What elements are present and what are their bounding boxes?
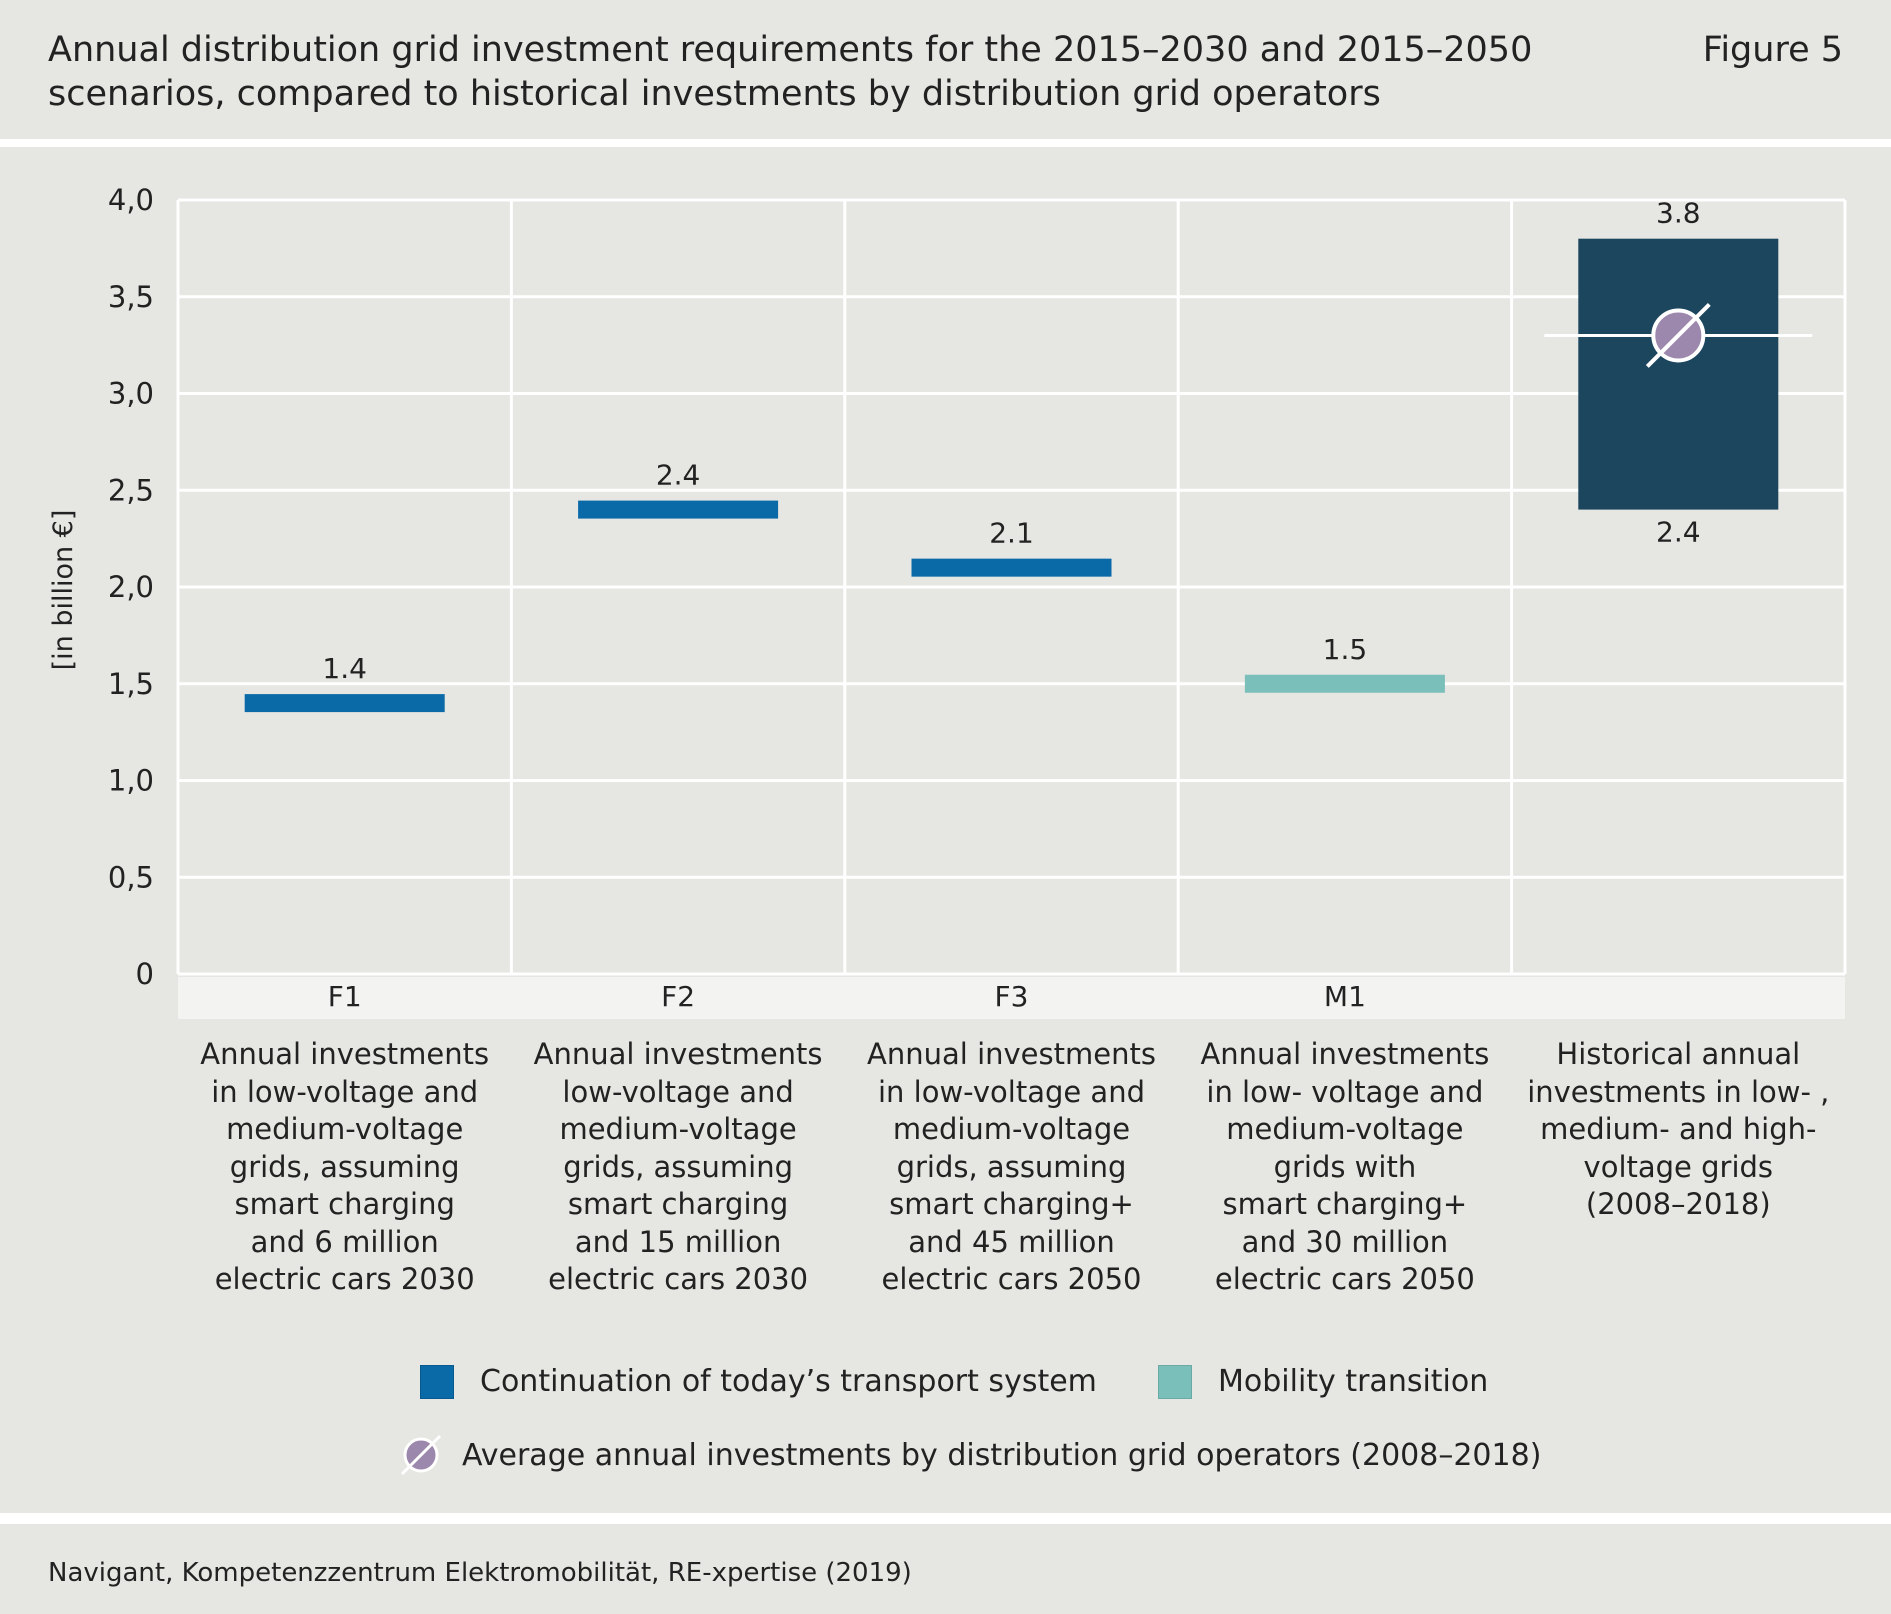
value-bar [1244,674,1445,693]
source-note: Navigant, Kompetenzzentrum Elektromobili… [48,1558,912,1588]
category-description-line: grids, assuming [896,1149,1127,1184]
category-description-line: and 45 million [908,1224,1115,1259]
category-description-line: smart charging+ [889,1187,1134,1221]
category-description-line: electric cars 2050 [1214,1262,1475,1296]
y-tick-label: 0,5 [108,860,154,894]
category-description-line: Annual investments [1200,1037,1490,1071]
legend-label-continuation: Continuation of today’s transport system [480,1364,1097,1399]
category-description-line: electric cars 2030 [548,1262,809,1296]
y-tick-label: 3,0 [108,377,154,411]
legend-swatch-continuation [420,1364,454,1399]
y-tick-label: 1,5 [108,667,154,701]
category-description-line: low-voltage and [562,1074,794,1109]
figure-label: Figure 5 [1702,30,1843,70]
category-description-line: grids, assuming [229,1149,460,1184]
y-tick-label: 2,0 [108,570,154,604]
legend-label-average: Average annual investments by distributi… [462,1437,1542,1473]
category-description-line: voltage grids [1583,1149,1774,1184]
average-marker-icon [400,1434,442,1476]
legend-item-continuation: Continuation of today’s transport system [420,1364,1097,1399]
x-axis-categories: F1 F2 F3 M1 [328,980,1366,1013]
category-description: Historical annual investments in low- , me… [1518,1036,1838,1224]
title-line-2: scenarios, compared to historical invest… [48,74,1381,114]
category-description-line: grids with [1273,1149,1417,1184]
chart-panel [0,147,1891,1513]
y-axis-label: [in billion €] [48,510,79,671]
value-bar [911,558,1112,577]
category-description-line: and 30 million [1241,1224,1449,1259]
y-tick-label: 2,5 [108,473,154,507]
category-description-line: in low- voltage and [1206,1074,1484,1109]
category-label: F1 [328,980,362,1013]
category-description-line: medium-voltage [226,1112,464,1146]
data-label: 1.4 [322,652,367,685]
category-description: Annual investments in low-voltage and medi… [852,1036,1172,1299]
historical-range-bar [1578,238,1779,510]
y-tick-label: 3,5 [108,280,154,314]
legend-item-mobility: Mobility transition [1158,1364,1488,1399]
category-description: Annual investments in low-voltage and medi… [185,1036,505,1299]
category-description-line: Annual investments [200,1037,490,1071]
chart-title: Annual distribution grid investment requ… [48,28,1548,116]
category-description-line: medium- and high- [1540,1112,1817,1146]
category-description-line: and 15 million [574,1224,782,1259]
category-description-line: in low-voltage and [878,1074,1145,1109]
category-description-line: Annual investments [533,1037,823,1071]
category-description-line: Annual investments [867,1037,1156,1071]
category-description-line: smart charging [234,1187,455,1221]
category-band [178,977,1845,1019]
category-description-line: and 6 million [250,1224,439,1259]
chart-svg: 0 0,5 1,0 1,5 2,0 2,5 3,0 3,5 4,0 [in billion €]… [48,183,1847,1019]
data-label: 2.4 [656,459,701,492]
category-label: F2 [661,980,695,1013]
category-label: M1 [1324,980,1366,1013]
title-line-1: Annual distribution grid investment requ… [48,30,1533,70]
legend-label-mobility: Mobility transition [1218,1364,1489,1399]
chart-marks: 1.4 2.4 2.1 1.5 3.8 2.4 [244,197,1813,713]
y-tick-label: 4,0 [108,183,154,217]
category-description-line: smart charging [567,1187,789,1221]
grid [176,198,1847,976]
y-tick-label: 0 [136,957,154,991]
category-description-line: medium-voltage [1226,1112,1464,1146]
header-panel: Annual distribution grid investment requ… [0,0,1891,139]
category-description-line: Historical annual [1556,1037,1801,1071]
category-description-line: electric cars 2050 [881,1262,1142,1296]
category-description-line: medium-voltage [892,1112,1131,1146]
category-description-line: (2008–2018) [1585,1187,1771,1221]
data-label-low: 2.4 [1656,516,1701,549]
category-description: Annual investments in low- voltage and med… [1185,1036,1505,1299]
data-label-high: 3.8 [1656,197,1701,230]
value-bar [578,500,779,519]
legend-item-average: Average annual investments by distributi… [398,1432,1541,1478]
category-label: F3 [995,980,1029,1013]
data-label: 1.5 [1323,633,1368,666]
value-bar [244,694,445,713]
category-description-line: investments in low- , [1527,1074,1830,1109]
category-description: Annual investments low-voltage and medium-… [518,1036,838,1299]
y-axis-ticks: 0 0,5 1,0 1,5 2,0 2,5 3,0 3,5 4,0 [108,183,154,991]
category-description-line: electric cars 2030 [214,1262,475,1296]
y-tick-label: 1,0 [108,764,154,798]
data-label: 2.1 [989,517,1034,550]
legend-swatch-mobility [1158,1364,1192,1399]
average-marker-slash [1645,303,1711,368]
category-description-line: in low-voltage and [211,1074,479,1109]
footer-panel [0,1524,1891,1614]
category-description-line: medium-voltage [559,1112,797,1146]
category-description-line: smart charging+ [1222,1187,1468,1221]
category-description-line: grids, assuming [563,1149,793,1184]
